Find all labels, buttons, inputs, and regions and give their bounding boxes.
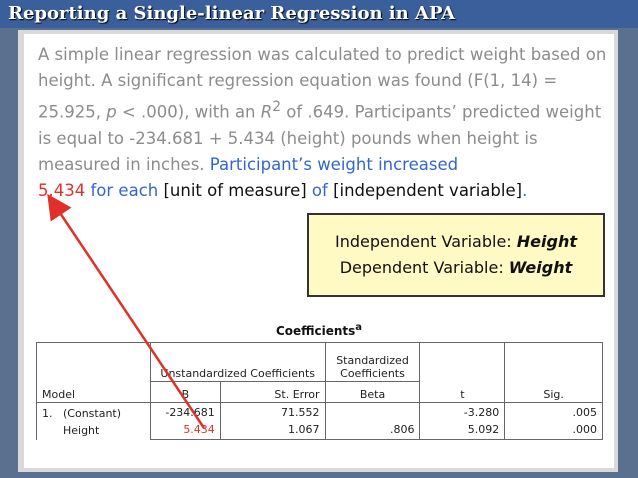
text: a [355, 322, 363, 333]
text: < .000), with an [116, 102, 261, 122]
text: Dependent Variable: [339, 258, 509, 277]
text: Participant’s weight increased [209, 154, 459, 174]
coefficients-table: Model Unstandardized Coefficients Standa… [36, 342, 603, 440]
text: Coefficients [275, 324, 356, 338]
text: .000 [572, 423, 598, 436]
cell: .806 [324, 402, 421, 440]
callout-box: Independent Variable: Height Dependent V… [307, 213, 605, 297]
text: of .649. Participants’ predicted weight … [38, 102, 602, 174]
text: (Constant) [63, 406, 122, 420]
text: . [522, 180, 528, 200]
text: -3.280 [463, 406, 500, 419]
cell: -234.681 5.434 [149, 402, 221, 440]
text: for each [85, 180, 164, 200]
text: p [106, 102, 117, 122]
slide-title: Reporting a Single-linear Regression in … [8, 3, 456, 24]
text: 1. [42, 406, 53, 420]
text: 1.067 [288, 423, 320, 436]
cell: t [419, 342, 506, 403]
cell: 71.552 1.067 [219, 402, 326, 440]
text: Weight [508, 258, 573, 277]
text: Independent Variable: [335, 232, 517, 251]
text: A simple linear regression was calculate… [38, 45, 607, 122]
text: Height [62, 423, 100, 437]
table-title: Coefficientsa [0, 322, 638, 338]
text: [independent variable] [333, 180, 523, 200]
cell: -3.280 5.092 [419, 402, 506, 440]
text: 2 [272, 99, 281, 115]
text: 5.092 [467, 423, 500, 436]
paragraph: A simple linear regression was calculate… [38, 42, 608, 204]
text: [unit of measure] [163, 180, 307, 200]
arrow-line [47, 193, 206, 429]
text: -234.681 [165, 406, 215, 419]
text: R [260, 102, 273, 122]
text: 71.552 [281, 406, 320, 419]
text: 5.434 [183, 423, 215, 436]
text: of [306, 180, 334, 200]
text: .806 [389, 423, 415, 436]
cell: .005 .000 [504, 402, 603, 440]
cell: Standardized Coefficients [324, 342, 421, 382]
text: .005 [572, 406, 598, 419]
cell: 1. (Constant) Height [36, 402, 151, 440]
cell: Unstandardized Coefficients [149, 342, 326, 382]
cell: Sig. [504, 342, 603, 403]
text: Height [516, 232, 577, 251]
title-bar: Reporting a Single-linear Regression in … [0, 0, 638, 28]
